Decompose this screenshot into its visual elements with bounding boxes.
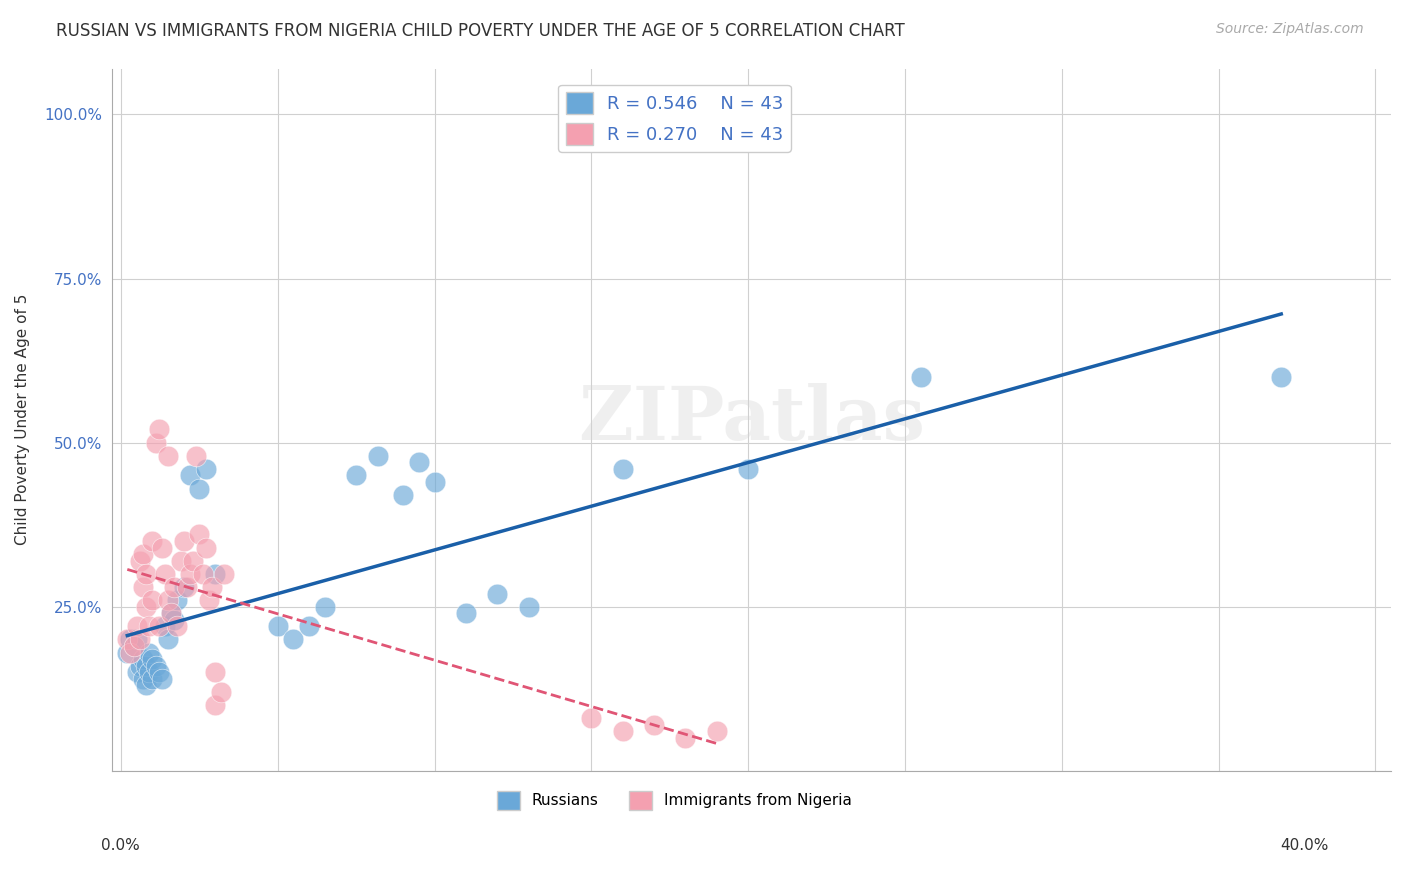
- Point: [141, 593, 163, 607]
- Point: [737, 462, 759, 476]
- Point: [145, 658, 167, 673]
- Point: [314, 599, 336, 614]
- Point: [204, 698, 226, 712]
- Point: [214, 566, 236, 581]
- Point: [157, 632, 180, 647]
- Point: [160, 606, 183, 620]
- Point: [367, 449, 389, 463]
- Point: [132, 672, 155, 686]
- Text: 0.0%: 0.0%: [101, 838, 141, 853]
- Point: [201, 580, 224, 594]
- Point: [517, 599, 540, 614]
- Point: [188, 482, 211, 496]
- Point: [910, 370, 932, 384]
- Point: [173, 580, 195, 594]
- Point: [454, 606, 477, 620]
- Point: [209, 685, 232, 699]
- Point: [145, 435, 167, 450]
- Point: [163, 613, 186, 627]
- Point: [138, 646, 160, 660]
- Point: [148, 422, 170, 436]
- Point: [581, 711, 603, 725]
- Point: [141, 652, 163, 666]
- Point: [392, 488, 415, 502]
- Point: [128, 632, 150, 647]
- Point: [160, 606, 183, 620]
- Legend: Russians, Immigrants from Nigeria: Russians, Immigrants from Nigeria: [491, 785, 859, 815]
- Point: [186, 449, 208, 463]
- Point: [706, 724, 728, 739]
- Point: [643, 717, 665, 731]
- Point: [188, 527, 211, 541]
- Point: [125, 632, 148, 647]
- Point: [150, 541, 173, 555]
- Point: [179, 566, 201, 581]
- Point: [408, 455, 430, 469]
- Point: [283, 632, 305, 647]
- Point: [1270, 370, 1292, 384]
- Point: [204, 665, 226, 680]
- Point: [191, 566, 214, 581]
- Point: [612, 724, 634, 739]
- Point: [157, 593, 180, 607]
- Point: [141, 534, 163, 549]
- Point: [135, 678, 157, 692]
- Point: [298, 619, 321, 633]
- Point: [148, 619, 170, 633]
- Point: [135, 566, 157, 581]
- Point: [120, 632, 142, 647]
- Point: [169, 554, 191, 568]
- Point: [135, 658, 157, 673]
- Point: [612, 462, 634, 476]
- Point: [117, 646, 139, 660]
- Text: Source: ZipAtlas.com: Source: ZipAtlas.com: [1216, 22, 1364, 37]
- Point: [125, 619, 148, 633]
- Point: [138, 619, 160, 633]
- Point: [166, 619, 188, 633]
- Point: [166, 593, 188, 607]
- Point: [132, 652, 155, 666]
- Point: [153, 619, 176, 633]
- Point: [344, 468, 367, 483]
- Point: [132, 547, 155, 561]
- Point: [194, 462, 217, 476]
- Text: ZIPatlas: ZIPatlas: [578, 383, 925, 456]
- Y-axis label: Child Poverty Under the Age of 5: Child Poverty Under the Age of 5: [15, 294, 30, 545]
- Point: [128, 658, 150, 673]
- Point: [173, 534, 195, 549]
- Point: [128, 554, 150, 568]
- Point: [125, 665, 148, 680]
- Point: [267, 619, 290, 633]
- Point: [194, 541, 217, 555]
- Point: [181, 554, 204, 568]
- Point: [179, 468, 201, 483]
- Point: [122, 639, 145, 653]
- Point: [150, 672, 173, 686]
- Point: [122, 639, 145, 653]
- Point: [117, 632, 139, 647]
- Point: [138, 665, 160, 680]
- Point: [157, 449, 180, 463]
- Point: [153, 566, 176, 581]
- Text: RUSSIAN VS IMMIGRANTS FROM NIGERIA CHILD POVERTY UNDER THE AGE OF 5 CORRELATION : RUSSIAN VS IMMIGRANTS FROM NIGERIA CHILD…: [56, 22, 905, 40]
- Point: [132, 580, 155, 594]
- Point: [120, 646, 142, 660]
- Point: [198, 593, 221, 607]
- Point: [135, 599, 157, 614]
- Point: [141, 672, 163, 686]
- Text: 40.0%: 40.0%: [1281, 838, 1329, 853]
- Point: [675, 731, 697, 745]
- Point: [163, 580, 186, 594]
- Point: [486, 586, 509, 600]
- Point: [423, 475, 446, 489]
- Point: [204, 566, 226, 581]
- Point: [176, 580, 198, 594]
- Point: [148, 665, 170, 680]
